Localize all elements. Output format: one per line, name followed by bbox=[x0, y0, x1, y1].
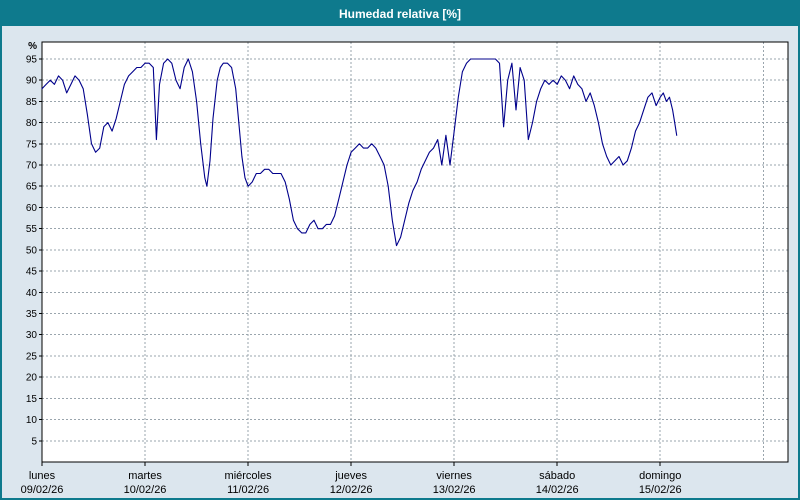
y-tick-label: 95 bbox=[26, 54, 38, 65]
x-tick-date-label: 14/02/26 bbox=[536, 484, 579, 496]
plot-border bbox=[41, 41, 789, 463]
humidity-series-line bbox=[41, 58, 678, 247]
y-tick-label: 40 bbox=[26, 288, 38, 299]
x-tick-day-label: martes bbox=[128, 470, 162, 482]
y-tick-label: 85 bbox=[26, 97, 38, 108]
y-tick-label: 65 bbox=[26, 182, 38, 193]
chart-title-bar: Humedad relativa [%] bbox=[2, 2, 798, 26]
y-tick-label: 15 bbox=[26, 394, 38, 405]
x-tick-day-label: viernes bbox=[436, 470, 472, 482]
y-tick-label: 80 bbox=[26, 118, 38, 129]
y-tick-label: 90 bbox=[26, 76, 38, 87]
humidity-line-chart: 5 10 15 20 25 30 35 40 45 50 55 60 65 70 75 80 85 90 95% lu… bbox=[21, 41, 789, 496]
y-tick-label: 5 bbox=[31, 436, 37, 447]
y-tick-label: 30 bbox=[26, 330, 38, 341]
y-tick-label: 20 bbox=[26, 373, 38, 384]
y-tick-label: 60 bbox=[26, 203, 38, 214]
plot-area bbox=[42, 42, 788, 462]
y-tick-label: 45 bbox=[26, 267, 38, 278]
chart-title: Humedad relativa [%] bbox=[338, 7, 462, 21]
x-tick-date-label: 11/02/26 bbox=[227, 484, 269, 496]
y-tick-label: 70 bbox=[26, 161, 38, 172]
x-tick-day-label: domingo bbox=[639, 470, 681, 482]
y-tick-label: 35 bbox=[26, 309, 38, 320]
x-tick-date-label: 10/02/26 bbox=[124, 484, 167, 496]
y-axis-unit-label: % bbox=[28, 41, 37, 52]
x-tick-day-label: sábado bbox=[539, 470, 575, 482]
y-tick-label: 10 bbox=[26, 415, 38, 426]
x-tick-date-label: 09/02/26 bbox=[21, 484, 64, 496]
y-tick-label: 25 bbox=[26, 351, 38, 362]
x-tick-day-label: jueves bbox=[334, 470, 367, 482]
y-tick-label: 75 bbox=[26, 139, 38, 150]
y-tick-label: 50 bbox=[26, 245, 38, 256]
x-tick-date-label: 15/02/26 bbox=[639, 484, 682, 496]
x-tick-day-label: miércoles bbox=[225, 470, 273, 482]
x-tick-date-label: 13/02/26 bbox=[433, 484, 476, 496]
x-tick-day-label: lunes bbox=[29, 470, 56, 482]
x-tick-date-label: 12/02/26 bbox=[330, 484, 373, 496]
chart-body: 5 10 15 20 25 30 35 40 45 50 55 60 65 70 75 80 85 90 95% lu… bbox=[2, 26, 798, 498]
y-tick-label: 55 bbox=[26, 224, 38, 235]
